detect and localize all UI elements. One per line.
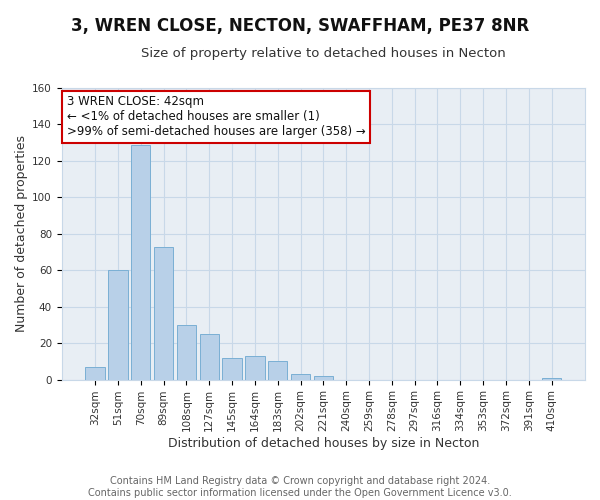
Bar: [154, 246, 173, 380]
Title: Size of property relative to detached houses in Necton: Size of property relative to detached ho…: [141, 48, 506, 60]
Bar: [223, 358, 242, 380]
Bar: [314, 376, 333, 380]
Bar: [291, 374, 310, 380]
Bar: [85, 367, 105, 380]
Text: 3 WREN CLOSE: 42sqm
← <1% of detached houses are smaller (1)
>99% of semi-detach: 3 WREN CLOSE: 42sqm ← <1% of detached ho…: [67, 96, 365, 138]
Text: 3, WREN CLOSE, NECTON, SWAFFHAM, PE37 8NR: 3, WREN CLOSE, NECTON, SWAFFHAM, PE37 8N…: [71, 18, 529, 36]
X-axis label: Distribution of detached houses by size in Necton: Distribution of detached houses by size …: [167, 437, 479, 450]
Bar: [245, 356, 265, 380]
Bar: [268, 362, 287, 380]
Bar: [200, 334, 219, 380]
Bar: [177, 325, 196, 380]
Bar: [108, 270, 128, 380]
Bar: [131, 144, 151, 380]
Y-axis label: Number of detached properties: Number of detached properties: [15, 136, 28, 332]
Text: Contains HM Land Registry data © Crown copyright and database right 2024.
Contai: Contains HM Land Registry data © Crown c…: [88, 476, 512, 498]
Bar: [542, 378, 561, 380]
